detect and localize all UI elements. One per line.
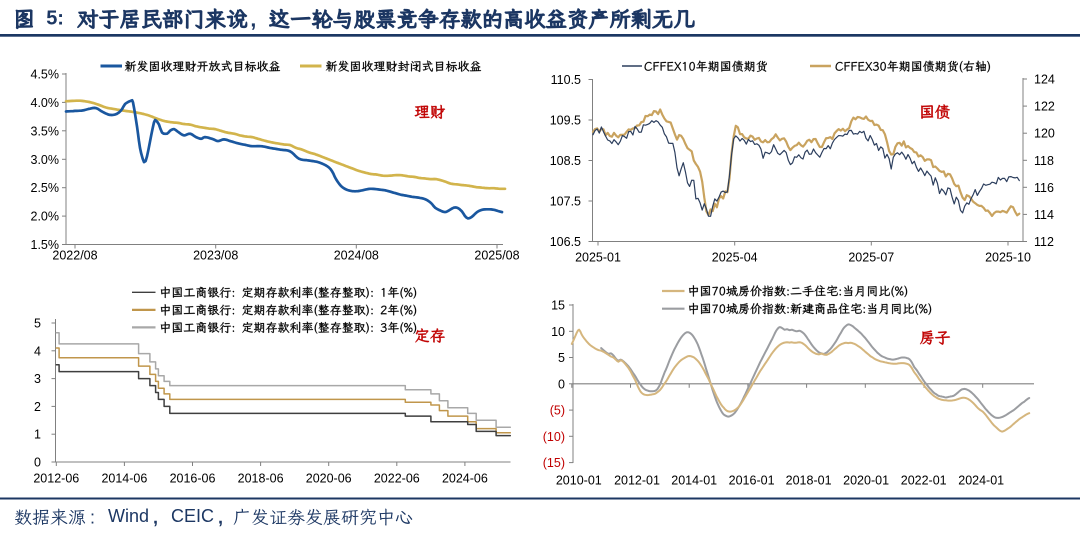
svg-text:2025-01: 2025-01 xyxy=(575,251,621,265)
svg-text:2020-06: 2020-06 xyxy=(306,472,352,486)
svg-text:5: 5 xyxy=(34,317,41,331)
svg-text:2: 2 xyxy=(34,400,41,414)
svg-text:2014-01: 2014-01 xyxy=(671,474,717,488)
svg-text:2024-06: 2024-06 xyxy=(442,472,488,486)
svg-text:109.5: 109.5 xyxy=(550,114,581,128)
svg-text:1.5%: 1.5% xyxy=(31,238,60,252)
svg-text:2025-04: 2025-04 xyxy=(712,251,758,265)
svg-text:2023/08: 2023/08 xyxy=(193,249,238,263)
svg-text:,: , xyxy=(218,508,223,528)
svg-text:110.5: 110.5 xyxy=(551,73,581,87)
svg-text:4.0%: 4.0% xyxy=(31,96,60,110)
svg-text:,: , xyxy=(153,508,158,528)
svg-text:4: 4 xyxy=(34,344,41,358)
svg-text:2024/08: 2024/08 xyxy=(334,249,379,263)
svg-text:2012-06: 2012-06 xyxy=(33,472,79,486)
svg-text:,: , xyxy=(250,8,256,32)
svg-text:2022-06: 2022-06 xyxy=(374,472,420,486)
svg-text:2012-01: 2012-01 xyxy=(614,474,660,488)
svg-text:114: 114 xyxy=(1034,208,1054,222)
svg-text:(10): (10) xyxy=(543,430,565,444)
svg-text:3.0%: 3.0% xyxy=(31,153,60,167)
svg-text:106.5: 106.5 xyxy=(550,235,581,249)
svg-text:108.5: 108.5 xyxy=(550,154,581,168)
svg-text:2.5%: 2.5% xyxy=(31,181,60,195)
svg-text:2016-06: 2016-06 xyxy=(170,472,216,486)
svg-text:2018-06: 2018-06 xyxy=(238,472,284,486)
svg-text:0: 0 xyxy=(34,456,41,470)
svg-text:2025-07: 2025-07 xyxy=(848,251,894,265)
svg-text:122: 122 xyxy=(1034,100,1055,114)
svg-text:118: 118 xyxy=(1034,154,1054,168)
svg-text:2014-06: 2014-06 xyxy=(101,472,147,486)
svg-text:124: 124 xyxy=(1034,73,1055,87)
svg-text:0: 0 xyxy=(558,377,565,391)
svg-text:Wind: Wind xyxy=(108,506,149,526)
svg-text:4.5%: 4.5% xyxy=(31,68,60,82)
svg-text::: : xyxy=(90,508,95,528)
svg-text:3.5%: 3.5% xyxy=(31,124,60,138)
svg-text:10: 10 xyxy=(551,325,565,339)
svg-text:2022/08: 2022/08 xyxy=(52,249,97,263)
svg-text:5: 5 xyxy=(558,351,565,365)
svg-text:(15): (15) xyxy=(543,456,565,470)
svg-text:15: 15 xyxy=(551,299,565,313)
svg-text:2022-01: 2022-01 xyxy=(901,474,947,488)
svg-text:3: 3 xyxy=(34,372,41,386)
svg-text:2024-01: 2024-01 xyxy=(958,474,1004,488)
svg-text:2020-01: 2020-01 xyxy=(843,474,889,488)
svg-text:5:: 5: xyxy=(46,8,64,30)
svg-text:2.0%: 2.0% xyxy=(31,210,60,224)
svg-text:120: 120 xyxy=(1034,127,1055,141)
svg-text:2010-01: 2010-01 xyxy=(556,474,602,488)
svg-text:2025/08: 2025/08 xyxy=(474,249,519,263)
svg-text:116: 116 xyxy=(1034,181,1054,195)
svg-text:1: 1 xyxy=(34,428,41,442)
svg-text:107.5: 107.5 xyxy=(550,195,581,209)
svg-text:2018-01: 2018-01 xyxy=(786,474,832,488)
svg-text:112: 112 xyxy=(1034,235,1054,249)
svg-text:2016-01: 2016-01 xyxy=(729,474,775,488)
svg-text:(5): (5) xyxy=(550,404,565,418)
svg-text:CEIC: CEIC xyxy=(171,506,214,526)
svg-text:2025-10: 2025-10 xyxy=(985,251,1031,265)
